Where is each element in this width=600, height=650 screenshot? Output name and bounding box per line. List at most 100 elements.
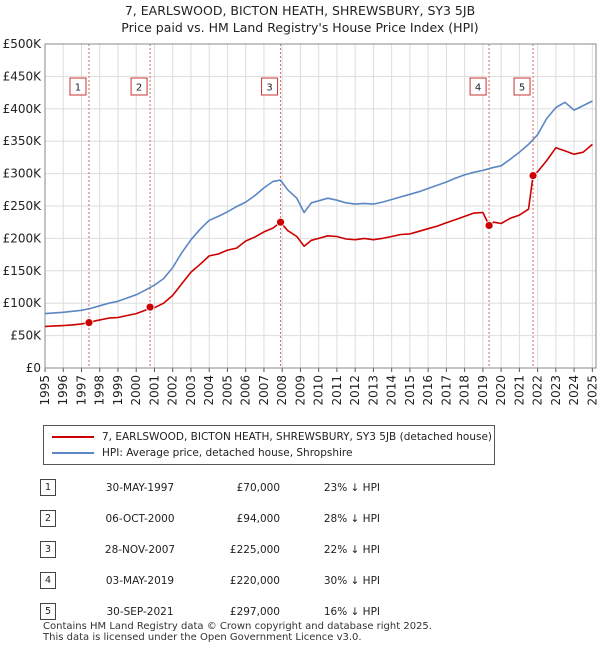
legend-label-hpi: HPI: Average price, detached house, Shro… bbox=[102, 447, 353, 459]
legend-swatch-property bbox=[52, 436, 94, 438]
table-row: 1 30-MAY-1997 £70,000 23% ↓ HPI bbox=[40, 472, 380, 503]
sale-price: £220,000 bbox=[229, 574, 280, 587]
legend-item-property: 7, EARLSWOOD, BICTON HEATH, SHREWSBURY, … bbox=[52, 429, 492, 445]
y-tick-label: £300K bbox=[3, 167, 43, 181]
title-line-1: 7, EARLSWOOD, BICTON HEATH, SHREWSBURY, … bbox=[124, 3, 476, 18]
x-tick-label: 2005 bbox=[220, 375, 234, 406]
sale-label-box bbox=[513, 77, 531, 96]
x-tick-label: 2017 bbox=[439, 375, 453, 406]
y-tick-label: £250K bbox=[3, 199, 43, 213]
sale-number-badge: 1 bbox=[40, 479, 56, 496]
x-tick-label: 2012 bbox=[348, 375, 362, 406]
sale-label-box bbox=[261, 77, 279, 96]
x-tick-label: 2008 bbox=[275, 375, 289, 406]
table-row: 5 30-SEP-2021 £297,000 16% ↓ HPI bbox=[40, 596, 380, 627]
sale-price: £225,000 bbox=[229, 543, 280, 556]
y-tick-label: £100K bbox=[3, 296, 43, 310]
sale-date: 03-MAY-2019 bbox=[105, 574, 175, 587]
title-line-2: Price paid vs. HM Land Registry's House … bbox=[121, 20, 479, 35]
x-tick-label: 2000 bbox=[129, 375, 143, 406]
sale-hpi-diff: 16% ↓ HPI bbox=[323, 605, 380, 618]
sale-label-number: 1 bbox=[75, 83, 81, 94]
y-tick-label: £350K bbox=[3, 134, 43, 148]
x-tick-label: 2015 bbox=[403, 375, 417, 406]
x-tick-label: 2024 bbox=[567, 375, 581, 406]
sale-point bbox=[145, 302, 155, 312]
sale-point bbox=[528, 171, 538, 180]
sale-price: £297,000 bbox=[229, 605, 280, 618]
sale-number-badge: 5 bbox=[40, 603, 56, 620]
sale-point bbox=[276, 217, 285, 227]
x-tick-label: 2022 bbox=[531, 375, 545, 406]
sale-price: £94,000 bbox=[236, 512, 280, 525]
x-tick-label: 2025 bbox=[585, 375, 599, 406]
x-tick-label: 1996 bbox=[56, 375, 70, 406]
x-tick-label: 2021 bbox=[512, 375, 526, 406]
x-tick-label: 2004 bbox=[202, 375, 216, 406]
x-tick-label: 2019 bbox=[476, 375, 490, 406]
sale-date: 30-SEP-2021 bbox=[106, 605, 174, 618]
x-tick-label: 2011 bbox=[330, 375, 344, 406]
table-row: 2 06-OCT-2000 £94,000 28% ↓ HPI bbox=[40, 503, 380, 534]
table-row: 4 03-MAY-2019 £220,000 30% ↓ HPI bbox=[40, 565, 380, 596]
x-tick-label: 2023 bbox=[549, 375, 563, 406]
sale-number-badge: 3 bbox=[40, 541, 56, 558]
property-price-line bbox=[44, 143, 593, 328]
sale-number-badge: 4 bbox=[40, 572, 56, 589]
plot-frame bbox=[44, 43, 597, 369]
x-tick-label: 1999 bbox=[111, 375, 125, 406]
sale-date: 06-OCT-2000 bbox=[105, 512, 175, 525]
y-tick-label: £150K bbox=[3, 264, 43, 278]
sale-point bbox=[84, 318, 94, 328]
chart-legend: 7, EARLSWOOD, BICTON HEATH, SHREWSBURY, … bbox=[43, 425, 495, 465]
x-tick-label: 2018 bbox=[458, 375, 472, 406]
sale-hpi-diff: 30% ↓ HPI bbox=[323, 574, 380, 587]
x-tick-label: 2014 bbox=[385, 375, 399, 406]
sale-price: £70,000 bbox=[236, 481, 280, 494]
y-tick-label: £400K bbox=[3, 102, 43, 116]
x-tick-label: 2001 bbox=[147, 375, 161, 406]
sale-label-number: 3 bbox=[266, 83, 272, 94]
sale-label-number: 4 bbox=[475, 83, 481, 94]
x-tick-label: 2013 bbox=[366, 375, 380, 406]
price-chart: £0 £50K £100K £150K £200K £250K £300K £350K £400… bbox=[3, 37, 600, 406]
legend-label-property: 7, EARLSWOOD, BICTON HEATH, SHREWSBURY, … bbox=[102, 431, 493, 443]
table-row: 3 28-NOV-2007 £225,000 22% ↓ HPI bbox=[40, 534, 380, 565]
x-tick-label: 2009 bbox=[293, 375, 307, 406]
legend-swatch-hpi bbox=[52, 452, 94, 454]
x-tick-label: 2002 bbox=[166, 375, 180, 406]
sale-point bbox=[484, 221, 494, 230]
sale-hpi-diff: 23% ↓ HPI bbox=[323, 481, 380, 494]
x-tick-label: 2016 bbox=[421, 375, 435, 406]
x-tick-label: 2020 bbox=[494, 375, 508, 406]
x-tick-label: 2007 bbox=[257, 375, 271, 406]
x-tick-label: 1998 bbox=[93, 375, 107, 406]
y-tick-label: £500K bbox=[3, 37, 43, 51]
chart-title: 7, EARLSWOOD, BICTON HEATH, SHREWSBURY, … bbox=[0, 2, 600, 36]
legend-item-hpi: HPI: Average price, detached house, Shro… bbox=[52, 445, 352, 461]
x-tick-label: 1997 bbox=[74, 375, 88, 406]
x-tick-label: 2010 bbox=[312, 375, 326, 406]
sale-date: 30-MAY-1997 bbox=[105, 481, 175, 494]
sale-hpi-diff: 28% ↓ HPI bbox=[323, 512, 380, 525]
sale-date: 28-NOV-2007 bbox=[104, 543, 176, 556]
x-tick-label: 2006 bbox=[239, 375, 253, 406]
footer-copyright: Contains HM Land Registry data © Crown c… bbox=[43, 621, 432, 632]
y-tick-label: £50K bbox=[10, 329, 42, 343]
y-tick-label: £200K bbox=[3, 231, 43, 245]
y-tick-label: £0 bbox=[26, 361, 41, 375]
footer: Contains HM Land Registry data © Crown c… bbox=[43, 621, 432, 643]
sale-label-box bbox=[469, 77, 487, 96]
sale-label-box bbox=[130, 77, 148, 96]
transactions-table: 1 30-MAY-1997 £70,000 23% ↓ HPI 2 06-OCT… bbox=[40, 472, 380, 627]
hpi-line bbox=[44, 100, 593, 315]
sale-number-badge: 2 bbox=[40, 510, 56, 527]
x-tick-label: 1995 bbox=[38, 375, 52, 406]
y-tick-label: £450K bbox=[3, 69, 43, 83]
sale-hpi-diff: 22% ↓ HPI bbox=[323, 543, 380, 556]
x-tick-label: 2003 bbox=[184, 375, 198, 406]
footer-license: This data is licensed under the Open Gov… bbox=[43, 631, 362, 643]
sale-label-number: 2 bbox=[136, 83, 142, 94]
sale-label-box bbox=[69, 77, 87, 96]
sale-label-number: 5 bbox=[519, 83, 525, 94]
